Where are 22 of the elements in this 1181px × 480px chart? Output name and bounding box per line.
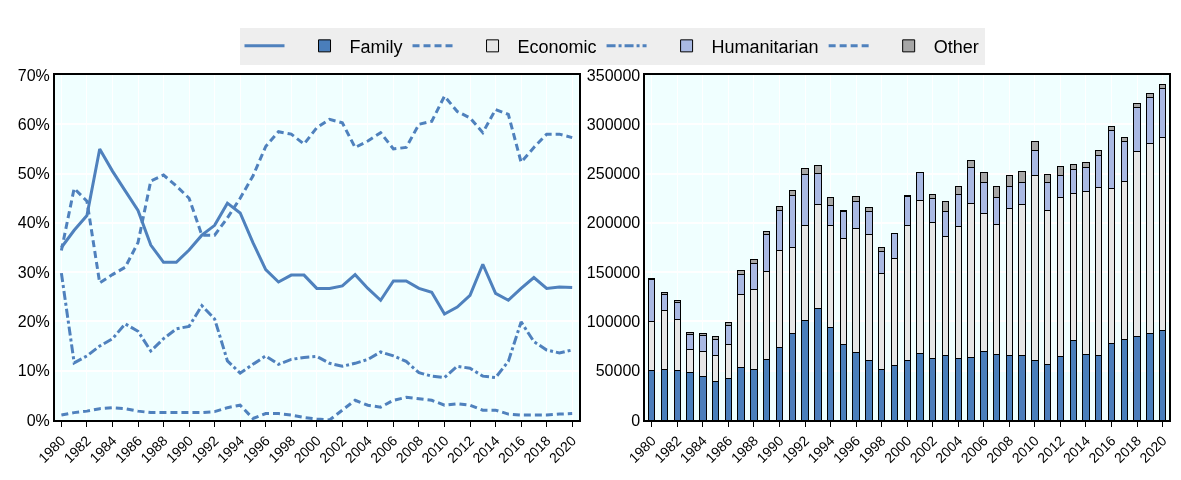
y-tick-label: 30% [17,263,50,281]
y-tick-label: 10% [17,362,50,380]
y-tick-label: 100000 [586,313,641,331]
y-tick-label: 300000 [586,115,641,133]
legend-label: Family [349,36,403,57]
y-tick-label: 350000 [586,66,641,84]
y-tick-label: 0% [26,411,50,429]
line-series [59,271,574,380]
y-tick-label: 20% [17,313,50,331]
y-tick-label: 70% [17,66,50,84]
legend-label: Economic [517,36,597,57]
y-tick-label: 50% [17,165,50,183]
legend-label: Other [933,36,979,57]
y-tick-label: 0 [631,411,641,429]
y-tick-label: 250000 [586,165,641,183]
y-tick-label: 50000 [595,362,641,380]
y-tick-label: 150000 [586,263,641,281]
line-series [59,395,574,420]
y-tick-label: 200000 [586,214,641,232]
y-tick-label: 60% [17,115,50,133]
y-tick-label: 40% [17,214,50,232]
legend-label: Humanitarian [711,36,819,57]
